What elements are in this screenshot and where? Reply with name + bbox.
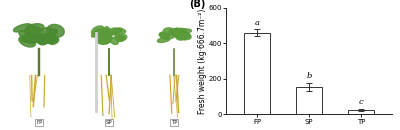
Text: FP: FP [36, 120, 42, 125]
Text: FP: FP [34, 9, 45, 18]
Ellipse shape [92, 26, 104, 35]
Ellipse shape [116, 35, 125, 41]
Ellipse shape [38, 36, 49, 44]
Ellipse shape [160, 33, 167, 39]
Ellipse shape [164, 34, 176, 39]
Ellipse shape [163, 28, 174, 34]
Ellipse shape [97, 35, 112, 44]
Ellipse shape [102, 36, 111, 41]
Ellipse shape [14, 24, 32, 32]
Ellipse shape [178, 29, 192, 33]
Ellipse shape [115, 34, 122, 40]
Ellipse shape [42, 36, 56, 43]
Text: (A): (A) [4, 4, 21, 14]
Ellipse shape [180, 32, 190, 38]
Ellipse shape [97, 28, 112, 37]
Ellipse shape [96, 30, 108, 37]
Text: (B): (B) [190, 0, 206, 9]
Ellipse shape [47, 24, 64, 37]
Text: SP: SP [106, 120, 112, 125]
Text: TP: TP [171, 120, 178, 125]
Y-axis label: Fresh weight (kg·666.7m⁻²): Fresh weight (kg·666.7m⁻²) [198, 8, 207, 114]
Ellipse shape [42, 28, 53, 34]
Ellipse shape [43, 34, 57, 41]
Text: b: b [306, 72, 312, 80]
Text: SP: SP [104, 9, 114, 18]
Ellipse shape [28, 33, 43, 43]
Ellipse shape [49, 38, 59, 44]
Text: a: a [255, 19, 260, 27]
Ellipse shape [113, 29, 126, 35]
Ellipse shape [31, 38, 51, 43]
Ellipse shape [41, 35, 58, 43]
Text: c: c [358, 98, 363, 106]
Ellipse shape [169, 29, 180, 36]
Ellipse shape [170, 28, 182, 34]
Ellipse shape [159, 32, 169, 38]
Ellipse shape [173, 28, 181, 33]
Ellipse shape [19, 31, 33, 39]
Ellipse shape [25, 26, 41, 37]
Ellipse shape [157, 37, 170, 43]
Ellipse shape [92, 31, 101, 37]
Ellipse shape [176, 33, 186, 38]
Ellipse shape [176, 35, 183, 40]
Ellipse shape [38, 35, 48, 45]
Ellipse shape [21, 33, 35, 42]
Ellipse shape [110, 37, 118, 44]
Ellipse shape [176, 28, 187, 36]
Ellipse shape [180, 34, 186, 40]
Bar [348, 110, 374, 114]
Ellipse shape [116, 35, 127, 41]
Ellipse shape [113, 28, 122, 33]
Ellipse shape [37, 34, 53, 42]
Bar [296, 87, 322, 114]
Text: TP: TP [169, 9, 180, 18]
Ellipse shape [171, 30, 179, 35]
Ellipse shape [97, 32, 112, 38]
Ellipse shape [19, 36, 36, 47]
Ellipse shape [98, 31, 112, 37]
Ellipse shape [175, 30, 185, 37]
Bar [244, 33, 270, 114]
Ellipse shape [108, 28, 119, 35]
Ellipse shape [94, 29, 106, 37]
Ellipse shape [47, 29, 57, 37]
Ellipse shape [174, 33, 182, 37]
Ellipse shape [97, 34, 110, 44]
Ellipse shape [177, 33, 191, 40]
Ellipse shape [26, 24, 44, 33]
Ellipse shape [104, 27, 110, 36]
